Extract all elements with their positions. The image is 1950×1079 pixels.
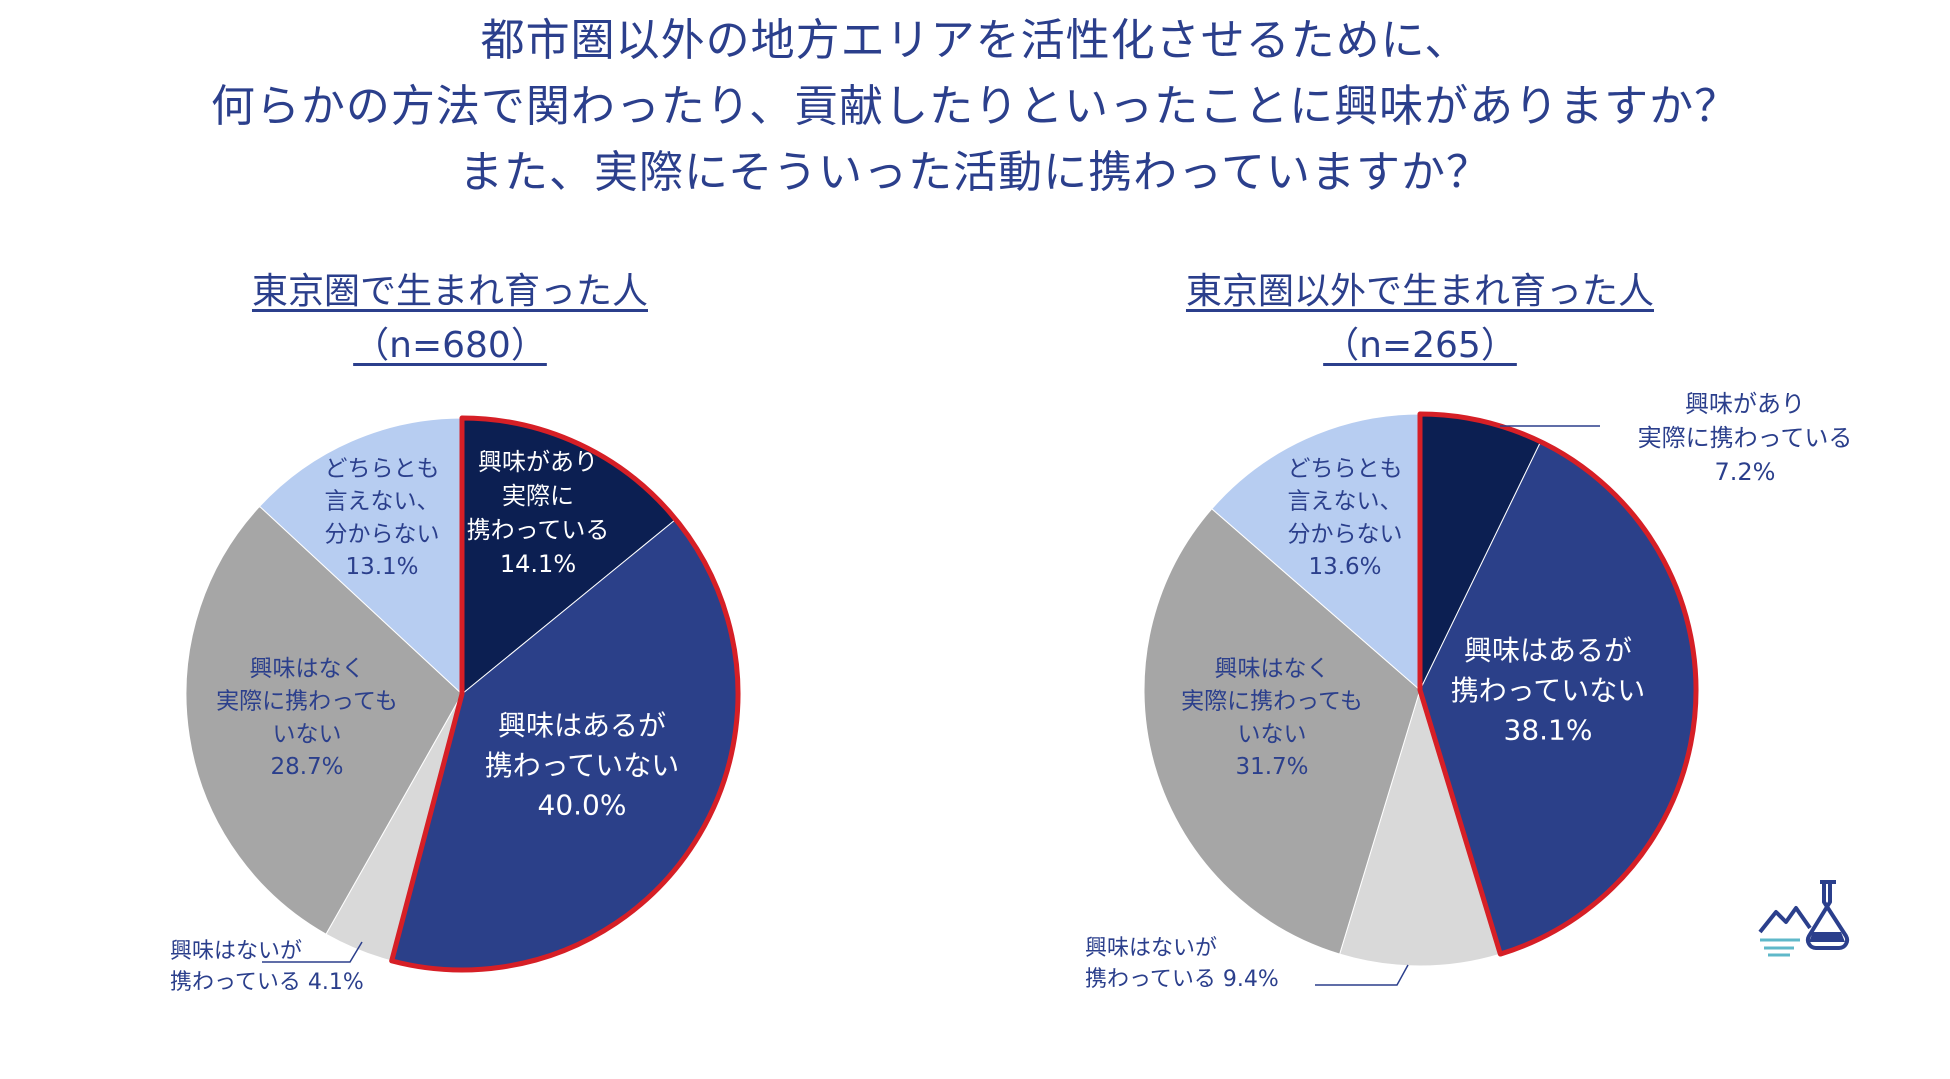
chart-title-non-tokyo-text: 東京圏以外で生まれ育った人 (1185, 271, 1654, 312)
slice-label-tokyo-1: 興味はあるが携わっていない 40.0% (485, 709, 680, 822)
slice-label-line-tokyo-1-0: 興味はあるが (498, 709, 666, 742)
slice-label-line-tokyo-4-2: 分からない (325, 521, 440, 547)
slice-label-line-non-tokyo-3-2: いない (1238, 721, 1307, 747)
slice-label-line-non-tokyo-1-0: 興味はあるが (1464, 634, 1632, 667)
slice-label-line-non-tokyo-0-2: 7.2% (1715, 458, 1776, 486)
slice-label-line-tokyo-1-1: 携わっていない (485, 749, 680, 782)
highlight-outline-tokyo (389, 415, 741, 973)
slice-label-line-tokyo-0-2: 携わっている (467, 516, 610, 544)
pie-slice-tokyo-4 (258, 417, 463, 696)
leader-line-tokyo-2 (262, 941, 363, 963)
slice-label-line-non-tokyo-4-0: どちらとも (1288, 456, 1403, 482)
slice-label-line-tokyo-3-2: いない (273, 721, 342, 747)
slice-label-line-non-tokyo-0-0: 興味があり (1685, 390, 1805, 418)
main-title-line3: また、実際にそういった活動に携わっていますか？ (459, 147, 1491, 198)
slice-label-non-tokyo-4: どちらとも言えない、分からない 13.6% (1288, 456, 1403, 580)
pie-slice-non-tokyo-4 (1211, 413, 1421, 692)
slice-label-line-non-tokyo-3-3: 31.7% (1235, 754, 1308, 780)
chart-title-non-tokyo: 東京圏以外で生まれ育った人 （n=265） (1140, 265, 1700, 373)
slice-label-line-tokyo-4-3: 13.1% (345, 554, 418, 580)
slice-label-line-non-tokyo-1-2: 38.1% (1504, 714, 1593, 747)
pie-slice-non-tokyo-2 (1339, 688, 1501, 967)
lab-flask-logo-icon (1758, 880, 1850, 957)
pie-chart-non-tokyo: 興味があり実際に携わっている 7.2% 興味はあるが携わっていない 38.1% 興味はな… (1085, 390, 1852, 992)
leader-line-non-tokyo-2 (1315, 964, 1409, 986)
slice-label-line-tokyo-2-0: 興味はないが (170, 939, 302, 964)
slice-label-line-tokyo-1-2: 40.0% (538, 789, 627, 822)
slice-label-tokyo-4: どちらとも言えない、分からない 13.1% (325, 456, 440, 580)
slice-label-non-tokyo-3: 興味はなく実際に携わってもいない 31.7% (1181, 656, 1363, 780)
slice-label-line-tokyo-2-1: 携わっている 4.1% (170, 970, 364, 995)
slice-label-tokyo-2: 興味はないが携わっている 4.1% (170, 939, 364, 995)
slice-label-line-tokyo-0-1: 実際に (502, 482, 574, 510)
slice-label-non-tokyo-0: 興味があり実際に携わっている 7.2% (1638, 390, 1853, 486)
slice-label-line-tokyo-0-3: 14.1% (500, 550, 576, 578)
slice-label-line-non-tokyo-4-3: 13.6% (1308, 554, 1381, 580)
slice-label-line-non-tokyo-3-0: 興味はなく (1215, 656, 1330, 682)
slice-label-line-non-tokyo-4-2: 分からない (1288, 521, 1403, 547)
slice-label-non-tokyo-2: 興味はないが携わっている 9.4% (1085, 936, 1279, 992)
slice-label-line-tokyo-3-1: 実際に携わっても (216, 689, 398, 715)
slice-label-line-non-tokyo-1-1: 携わっていない (1451, 674, 1646, 707)
chart-title-tokyo-text: 東京圏で生まれ育った人 (251, 271, 648, 312)
slice-label-line-non-tokyo-0-1: 実際に携わっている (1638, 424, 1853, 452)
slice-label-tokyo-0: 興味があり実際に携わっている 14.1% (467, 448, 610, 578)
main-title-line1: 都市圏以外の地方エリアを活性化させるために、 (480, 15, 1470, 66)
pie-slice-tokyo-3 (185, 505, 463, 935)
slice-label-non-tokyo-1: 興味はあるが携わっていない 38.1% (1451, 634, 1646, 747)
slice-label-line-tokyo-3-0: 興味はなく (250, 656, 365, 682)
pie-chart-tokyo: 興味があり実際に携わっている 14.1%興味はあるが携わっていない 40.0%興味は… (170, 415, 741, 995)
pie-slice-non-tokyo-3 (1143, 508, 1421, 955)
chart-title-tokyo: 東京圏で生まれ育った人 （n=680） (200, 265, 700, 373)
slice-label-line-tokyo-4-1: 言えない、 (325, 489, 440, 515)
slice-label-line-non-tokyo-2-0: 興味はないが (1085, 936, 1217, 961)
slice-label-line-tokyo-3-3: 28.7% (270, 754, 343, 780)
chart-subtitle-non-tokyo: （n=265） (1323, 325, 1517, 366)
slice-label-line-non-tokyo-3-1: 実際に携わっても (1181, 689, 1363, 715)
slice-label-line-tokyo-4-0: どちらとも (325, 456, 440, 482)
highlight-outline-non-tokyo (1417, 411, 1699, 957)
slice-label-line-non-tokyo-2-1: 携わっている 9.4% (1085, 967, 1279, 992)
main-title-line2: 何らかの方法で関わったり、貢献したりといったことに興味がありますか？ (210, 81, 1740, 132)
chart-subtitle-tokyo: （n=680） (353, 325, 547, 366)
slice-label-tokyo-3: 興味はなく実際に携わってもいない 28.7% (216, 656, 398, 780)
main-title: 都市圏以外の地方エリアを活性化させるために、 何らかの方法で関わったり、貢献した… (0, 8, 1950, 206)
slice-label-line-tokyo-0-0: 興味があり (478, 448, 598, 476)
slice-label-line-non-tokyo-4-1: 言えない、 (1288, 489, 1403, 515)
